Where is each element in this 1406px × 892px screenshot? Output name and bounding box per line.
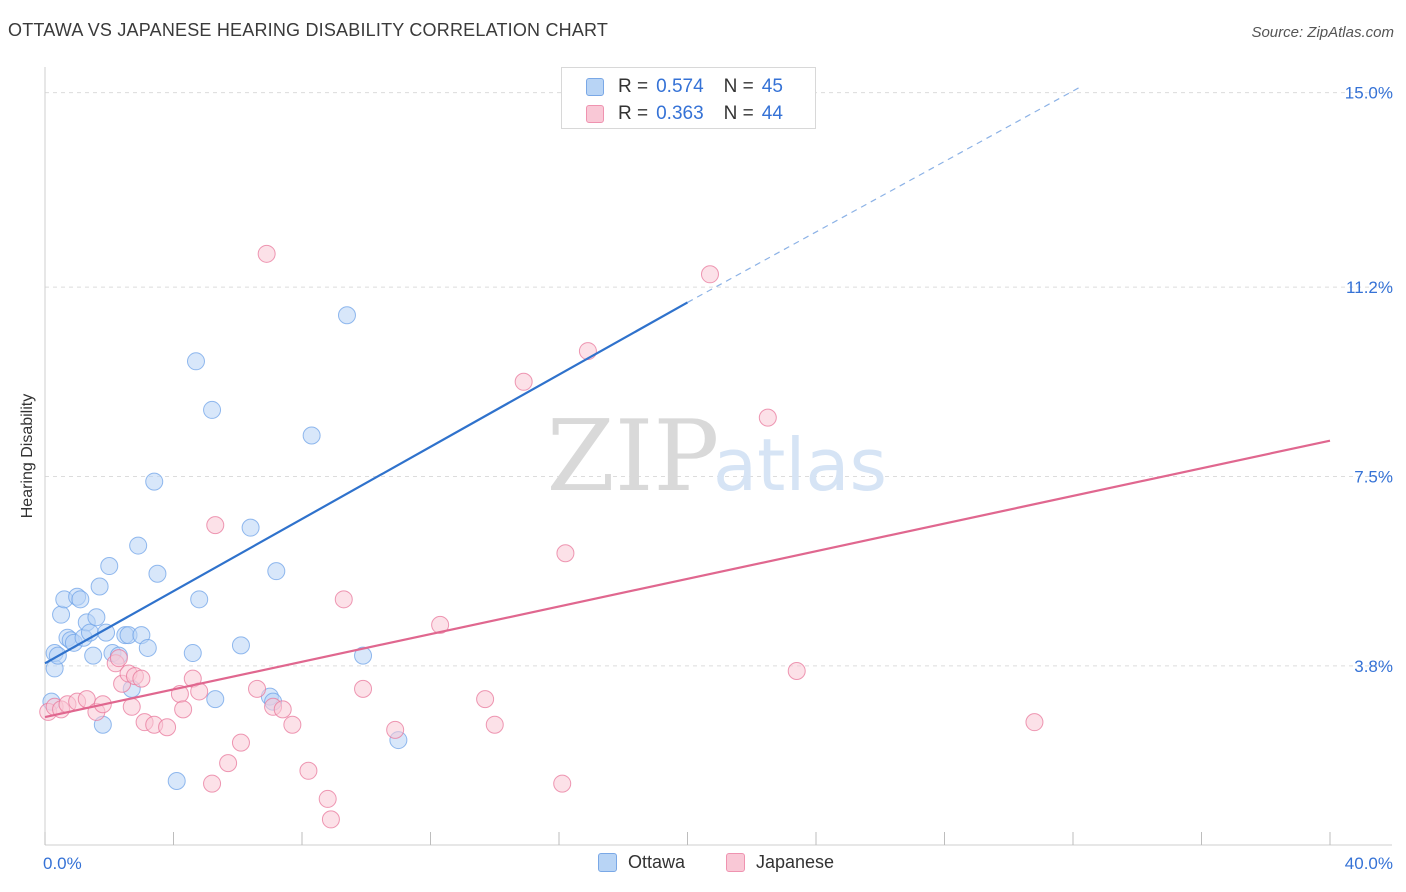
n-label: N =: [723, 76, 754, 97]
japanese-point: [386, 720, 405, 739]
japanese-point: [431, 615, 450, 634]
y-tick-label: 15.0%: [1345, 84, 1393, 103]
r-label: R =: [618, 76, 649, 97]
y-tick-label: 7.5%: [1354, 467, 1393, 486]
watermark-atlas: atlas: [713, 423, 887, 507]
japanese-point: [109, 649, 128, 668]
japanese-point: [1025, 713, 1044, 732]
n-value: 45: [761, 76, 783, 97]
ottawa-point: [148, 564, 167, 583]
japanese-point: [700, 265, 719, 284]
ottawa-point: [203, 400, 222, 419]
stats-legend: R = 0.574 N = 45 R = 0.363 N = 44: [561, 67, 816, 129]
ottawa-point: [267, 562, 286, 581]
ottawa-legend-label: Ottawa: [628, 852, 686, 872]
japanese-point: [203, 774, 222, 793]
ottawa-point: [84, 646, 103, 665]
japanese-trend-line: [44, 439, 1331, 719]
watermark-zip: ZIP: [547, 400, 720, 514]
ottawa-point: [206, 690, 225, 709]
ottawa-point: [302, 426, 321, 445]
ottawa-point: [90, 577, 109, 596]
japanese-point: [553, 774, 572, 793]
y-tick-label: 11.2%: [1346, 278, 1393, 297]
ottawa-legend-swatch-icon: [598, 853, 617, 872]
ottawa-point: [231, 636, 250, 655]
legend-row-ottawa: R = 0.574 N = 45: [586, 75, 783, 99]
ottawa-swatch-icon: [586, 78, 604, 96]
ottawa-point: [337, 306, 356, 325]
n-value: 44: [761, 103, 783, 124]
japanese-point: [219, 754, 238, 773]
japanese-point: [231, 733, 250, 752]
ottawa-point: [87, 608, 106, 627]
ottawa-point: [354, 646, 373, 665]
japanese-legend-label: Japanese: [756, 852, 835, 872]
ottawa-point: [167, 772, 186, 791]
gridlines: [45, 92, 1392, 667]
japanese-point: [787, 661, 806, 680]
japanese-point: [321, 810, 340, 829]
japanese-point: [158, 718, 177, 737]
r-value: 0.574: [656, 76, 704, 97]
japanese-point: [273, 700, 292, 719]
x-tick-label-min: 0.0%: [43, 854, 82, 873]
x-tick-label-max: 40.0%: [1345, 854, 1393, 873]
tick-labels: 3.8% 7.5% 11.2% 15.0% 0.0% 40.0%: [43, 84, 1393, 873]
trend-lines: [44, 86, 1331, 719]
chart-title: OTTAWA VS JAPANESE HEARING DISABILITY CO…: [8, 20, 609, 40]
ottawa-point: [71, 590, 90, 609]
japanese-point: [206, 516, 225, 535]
japanese-point: [476, 690, 495, 709]
japanese-point: [334, 590, 353, 609]
ottawa-point: [129, 536, 148, 555]
ottawa-point: [52, 605, 71, 624]
japanese-legend-swatch-icon: [726, 853, 745, 872]
japanese-point: [556, 544, 575, 563]
japanese-point: [318, 789, 337, 808]
japanese-point: [514, 372, 533, 391]
japanese-point: [257, 244, 276, 263]
ottawa-trend-line: [44, 301, 689, 665]
japanese-point: [354, 679, 373, 698]
ottawa-point: [145, 472, 164, 491]
japanese-point: [578, 342, 597, 361]
r-label: R =: [618, 103, 649, 124]
ottawa-point: [100, 557, 119, 576]
ottawa-trend-extension: [687, 86, 1080, 303]
source-label: Source: ZipAtlas.com: [1251, 24, 1394, 41]
data-points: [39, 244, 1044, 829]
n-label: N =: [723, 103, 754, 124]
ottawa-point: [183, 644, 202, 663]
y-tick-label: 3.8%: [1354, 657, 1393, 676]
r-value: 0.363: [656, 103, 704, 124]
legend-row-japanese: R = 0.363 N = 44: [586, 102, 783, 126]
japanese-point: [174, 700, 193, 719]
japanese-point: [758, 408, 777, 427]
japanese-point: [283, 715, 302, 734]
japanese-swatch-icon: [586, 105, 604, 123]
japanese-point: [248, 679, 267, 698]
ottawa-point: [190, 590, 209, 609]
ottawa-point: [138, 638, 157, 657]
bottom-legend-ottawa: Ottawa: [598, 852, 685, 873]
japanese-point: [122, 697, 141, 716]
japanese-point: [299, 761, 318, 780]
japanese-point: [485, 715, 504, 734]
watermark: ZIP atlas: [547, 400, 887, 514]
ottawa-point: [186, 352, 205, 371]
bottom-legend-japanese: Japanese: [726, 852, 834, 873]
ottawa-point: [241, 518, 260, 537]
japanese-point: [132, 669, 151, 688]
